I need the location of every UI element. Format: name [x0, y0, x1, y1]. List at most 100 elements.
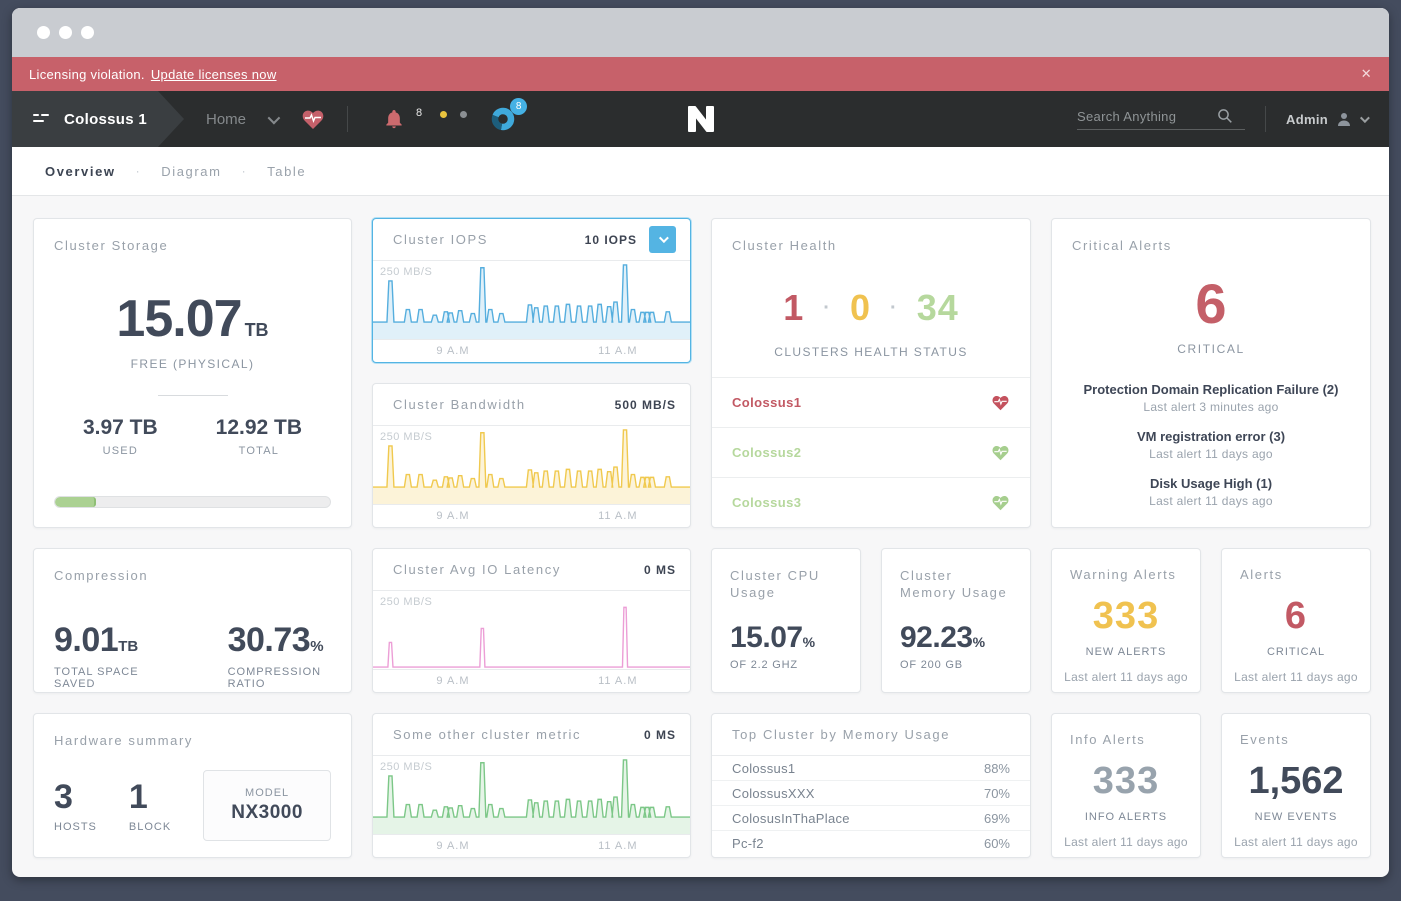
menu-icon[interactable] [33, 113, 49, 125]
alert-subtitle: Last alert 3 minutes ago [1143, 400, 1279, 414]
window-control-dot[interactable] [37, 26, 50, 39]
heart-critical-icon [992, 395, 1009, 411]
other-metric-sparkline-chart [373, 756, 690, 834]
search-input[interactable] [1077, 108, 1218, 124]
cpu-usage-card[interactable]: Cluster CPU Usage 15.07% OF 2.2 GHZ [711, 548, 861, 693]
banner-close-icon[interactable]: ✕ [1360, 66, 1372, 81]
user-avatar-icon [1338, 113, 1350, 126]
tasks-count-badge: 8 [510, 98, 528, 115]
search-icon[interactable] [1217, 108, 1233, 124]
card-title: Cluster Health [732, 238, 837, 253]
compression-ratio-unit: % [310, 638, 324, 655]
alert-subtitle: Last alert 11 days ago [1149, 447, 1273, 461]
tab-diagram[interactable]: Diagram [161, 163, 222, 179]
warning-label: NEW ALERTS [1085, 646, 1167, 658]
bandwidth-sparkline-chart [373, 426, 690, 504]
storage-total-value: 12.92 TB [215, 416, 303, 439]
tab-table[interactable]: Table [267, 163, 307, 179]
events-label: NEW EVENTS [1254, 811, 1338, 823]
alerts-card[interactable]: Alerts 6 CRITICAL Last alert 11 days ago [1221, 548, 1371, 693]
health-row-colossus1[interactable]: Colossus1 [712, 377, 1030, 427]
card-title: Compression [54, 568, 149, 583]
tab-overview[interactable]: Overview [45, 163, 116, 179]
dashboard: Cluster Storage 15.07 TB FREE (PHYSICAL) … [12, 196, 1389, 858]
alert-subtitle: Last alert 11 days ago [1149, 494, 1273, 508]
x-axis-tick: 11 A.M [598, 675, 638, 687]
x-axis-tick: 9 A.M [436, 840, 470, 852]
cluster-link[interactable]: Colossus1 [732, 395, 802, 410]
chart-dropdown-button[interactable] [649, 226, 676, 253]
top-memory-card[interactable]: Top Cluster by Memory Usage Colossus1 88… [711, 713, 1031, 858]
y-axis-label: 250 MB/S [380, 431, 433, 443]
health-heart-icon[interactable] [301, 108, 325, 130]
table-row[interactable]: ColosusInThaPlace 69% [712, 806, 1030, 831]
health-row-colossus2[interactable]: Colossus2 [712, 427, 1030, 477]
cluster-bandwidth-card[interactable]: Cluster Bandwidth 500 MB/S 250 MB/S 9 A.… [372, 383, 691, 528]
card-title: Top Cluster by Memory Usage [732, 727, 951, 742]
health-critical-count: 1 [783, 287, 805, 328]
alert-item[interactable]: Protection Domain Replication Failure (2… [1052, 382, 1370, 414]
storage-used-label: USED [102, 445, 138, 457]
window-control-dot[interactable] [81, 26, 94, 39]
info-alerts-card[interactable]: Info Alerts 333 INFO ALERTS Last alert 1… [1051, 713, 1201, 858]
nav-home-label: Home [206, 110, 247, 128]
storage-free-label: FREE (PHYSICAL) [130, 357, 255, 371]
tab-separator: · [241, 164, 248, 178]
alerts-label: CRITICAL [1266, 646, 1326, 658]
separator: · [823, 297, 831, 319]
app-window: Licensing violation. Update licenses now… [12, 8, 1389, 877]
table-row[interactable]: ColossusXXX 70% [712, 781, 1030, 806]
divider [157, 395, 228, 396]
cluster-link[interactable]: Colossus3 [732, 495, 802, 510]
hardware-summary-card[interactable]: Hardware summary 3 HOSTS 1 BLOCK MODEL N… [33, 713, 352, 858]
warning-dot-icon [440, 110, 448, 118]
tasks-donut-icon[interactable]: 8 [491, 98, 528, 131]
alert-item[interactable]: Disk Usage High (1) Last alert 11 days a… [1052, 476, 1370, 508]
user-menu[interactable]: Admin [1286, 111, 1370, 127]
info-count: 333 [1092, 760, 1160, 802]
latency-current-value: 0 MS [643, 562, 676, 577]
other-metric-card[interactable]: Some other cluster metric 0 MS 250 MB/S … [372, 713, 691, 858]
critical-count: 6 [1195, 272, 1227, 335]
window-control-dot[interactable] [59, 26, 72, 39]
app-header: Colossus 1 Home 8 8 [12, 91, 1389, 147]
memory-pct-cell: 60% [983, 836, 1010, 851]
alerts-bell-icon[interactable] [384, 108, 404, 130]
health-row-colossus3[interactable]: Colossus3 [712, 477, 1030, 527]
memory-usage-label: OF 200 GB [900, 659, 963, 671]
alert-item[interactable]: VM registration error (3) Last alert 11 … [1052, 429, 1370, 461]
nav-home-dropdown[interactable]: Home [206, 110, 281, 128]
cluster-name-cell: ColossusXXX [732, 785, 815, 801]
model-box: MODEL NX3000 [203, 770, 331, 841]
update-licenses-link[interactable]: Update licenses now [150, 66, 277, 82]
block-value: 1 [128, 778, 148, 816]
heart-healthy-icon [992, 495, 1009, 511]
cluster-health-card[interactable]: Cluster Health 1 · 0 · 34 CLUSTERS HEALT… [711, 218, 1031, 528]
cluster-latency-card[interactable]: Cluster Avg IO Latency 0 MS 250 MB/S 9 A… [372, 548, 691, 693]
other-metric-current-value: 0 MS [643, 727, 676, 742]
cluster-link[interactable]: Colossus2 [732, 445, 802, 460]
cluster-iops-card[interactable]: Cluster IOPS 10 IOPS 250 MB/S 9 A.M 11 A… [372, 218, 691, 363]
table-row[interactable]: Pc-f2 60% [712, 831, 1030, 856]
alert-title: VM registration error (3) [1136, 429, 1286, 444]
space-saved-unit: TB [118, 638, 139, 655]
iops-sparkline-chart [373, 261, 690, 339]
x-axis-tick: 11 A.M [598, 510, 638, 522]
cluster-storage-card[interactable]: Cluster Storage 15.07 TB FREE (PHYSICAL) … [33, 218, 352, 528]
critical-alerts-card[interactable]: Critical Alerts 6 CRITICAL Protection Do… [1051, 218, 1371, 528]
table-row[interactable]: Colossus1 88% [712, 756, 1030, 781]
memory-usage-card[interactable]: Cluster Memory Usage 92.23% OF 200 GB [881, 548, 1031, 693]
events-card[interactable]: Events 1,562 NEW EVENTS Last alert 11 da… [1221, 713, 1371, 858]
license-banner: Licensing violation. Update licenses now… [12, 57, 1389, 91]
warning-alerts-card[interactable]: Warning Alerts 333 NEW ALERTS Last alert… [1051, 548, 1201, 693]
cluster-name-cell: Pc-f2 [732, 836, 764, 851]
alert-title: Protection Domain Replication Failure (2… [1083, 382, 1339, 397]
compression-card[interactable]: Compression 9.01TB TOTAL SPACE SAVED 30.… [33, 548, 352, 693]
block-label: BLOCK [128, 821, 172, 833]
header-divider [1265, 106, 1267, 132]
heart-healthy-icon [992, 445, 1009, 461]
storage-free-value: 15.07 [116, 290, 242, 348]
card-title: Cluster Storage [54, 238, 169, 253]
cluster-name-cell: Colossus1 [732, 760, 796, 776]
y-axis-label: 250 MB/S [380, 266, 433, 278]
